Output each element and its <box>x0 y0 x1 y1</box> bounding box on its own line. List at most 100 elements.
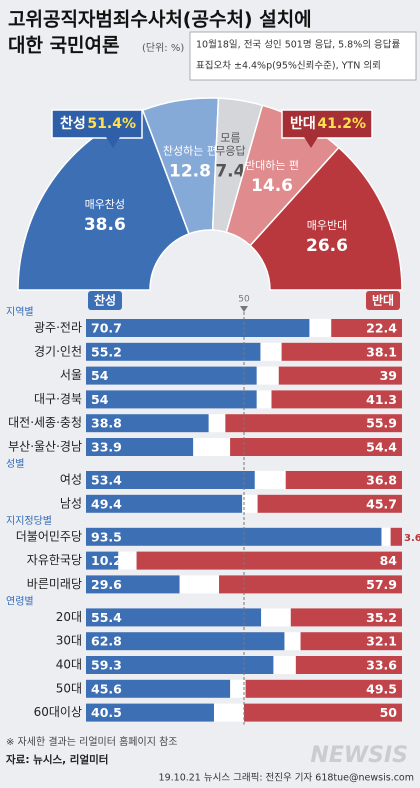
group-label: 연령별 <box>6 595 34 607</box>
segment-value: 26.6 <box>306 236 348 256</box>
bar-oppose <box>290 608 402 627</box>
value-label: 35.2 <box>366 610 397 625</box>
value-label: 33.6 <box>366 658 397 673</box>
total-value: 51.4% <box>87 116 136 132</box>
bar-favor <box>86 679 231 698</box>
value-label: 53.4 <box>91 473 122 488</box>
bar-oppose <box>278 366 402 385</box>
note: 10월18일, 전국 성인 501명 응답, 5.8%의 응답률 <box>196 39 400 51</box>
legend-label: 반대 <box>372 293 394 308</box>
value-label: 41.3 <box>366 392 397 407</box>
category-label: 경기·인천 <box>34 343 82 358</box>
bar-favor <box>86 390 257 409</box>
group-label: 지지정당별 <box>6 515 52 527</box>
total-pointer <box>304 137 318 148</box>
total-label: 반대 <box>290 115 316 132</box>
value-label: 84 <box>380 553 398 568</box>
segment-label: 반대하는 편 <box>245 158 299 172</box>
segment-label: 무응답 <box>215 145 245 158</box>
bar-oppose <box>331 319 402 337</box>
category-label: 부산·울산·경남 <box>8 440 82 454</box>
total-label: 찬성 <box>60 115 86 132</box>
reference-marker <box>240 306 248 312</box>
value-label: 55.9 <box>366 416 397 431</box>
category-label: 20대 <box>56 610 82 624</box>
bar-favor <box>86 471 255 489</box>
bar-oppose <box>244 703 402 722</box>
bar-favor <box>86 366 257 385</box>
segment-label: 매우반대 <box>307 219 347 232</box>
value-label: 22.4 <box>366 321 397 336</box>
value-label: 32.1 <box>366 634 397 649</box>
value-label: 36.8 <box>366 473 397 488</box>
category-label: 자유한국당 <box>27 553 82 567</box>
bar-oppose <box>281 342 402 361</box>
value-label: 45.6 <box>91 681 122 696</box>
bar-oppose <box>136 551 402 570</box>
value-label: 49.5 <box>366 681 397 696</box>
value-label: 55.4 <box>91 610 122 625</box>
value-label: 29.6 <box>91 577 122 592</box>
total-pointer <box>106 137 120 148</box>
bar-oppose <box>285 471 402 489</box>
segment-value: 14.6 <box>251 176 293 196</box>
bar-favor <box>86 319 310 337</box>
category-label: 대구·경북 <box>34 392 82 406</box>
value-label: 38.1 <box>366 344 397 359</box>
bar-favor <box>86 551 119 570</box>
x-tick-label: 50 <box>238 295 250 305</box>
note-box <box>189 31 417 81</box>
legend-label: 찬성 <box>94 293 116 308</box>
segment-label: 찬성하는 편 <box>163 144 217 158</box>
category-label: 대전·세종·충청 <box>8 416 82 430</box>
title-line: 고위공직자범죄수사처(공수처) 설치에 <box>8 9 312 31</box>
bar-oppose <box>225 414 402 433</box>
category-label: 50대 <box>56 681 82 695</box>
value-label: 57.9 <box>366 577 397 592</box>
value-label: 54.4 <box>366 440 397 455</box>
category-label: 더불어민주당 <box>16 529 82 543</box>
bar-oppose <box>390 527 402 546</box>
bar-favor <box>86 656 274 674</box>
value-label: 55.2 <box>91 344 122 359</box>
value-label: 93.5 <box>91 529 122 544</box>
total-value: 41.2% <box>317 116 366 132</box>
bar-oppose <box>245 679 402 698</box>
segment-value: 12.8 <box>169 162 211 182</box>
category-label: 남성 <box>60 496 82 510</box>
bar-oppose <box>295 656 402 674</box>
value-label: 10.2 <box>91 553 122 568</box>
bar-favor <box>86 494 243 513</box>
bar-favor <box>86 703 214 722</box>
donut-segment <box>249 146 403 291</box>
value-label: 70.7 <box>91 321 122 336</box>
value-label: 54 <box>91 392 109 407</box>
value-label: 54 <box>91 368 109 383</box>
bar-favor <box>86 575 180 594</box>
value-label: 50 <box>380 705 398 720</box>
footnote: ※ 자세한 결과는 리얼미터 홈페이지 참조 <box>6 735 177 748</box>
segment-value: 7.4 <box>215 162 245 182</box>
bar-favor <box>86 608 262 627</box>
value-label: 38.8 <box>91 416 122 431</box>
category-label: 서울 <box>60 368 82 382</box>
value-label: 45.7 <box>366 496 397 511</box>
watermark: NEWSIS <box>310 743 408 768</box>
bar-oppose <box>230 438 402 456</box>
value-label: 3.6 <box>404 533 420 544</box>
bar-favor <box>86 632 285 651</box>
bar-favor <box>86 527 382 546</box>
total-box <box>51 109 143 139</box>
total-box <box>281 109 373 139</box>
category-label: 40대 <box>56 658 82 672</box>
bar-oppose <box>219 575 402 594</box>
unit: (단위: %) <box>142 41 184 54</box>
note: 표집오차 ±4.4%p(95%신뢰수준), YTN 의뢰 <box>196 60 381 72</box>
bar-oppose <box>300 632 402 651</box>
value-label: 49.4 <box>91 496 122 511</box>
bar-favor <box>86 438 194 456</box>
value-label: 39 <box>380 368 397 383</box>
category-label: 여성 <box>60 473 82 487</box>
